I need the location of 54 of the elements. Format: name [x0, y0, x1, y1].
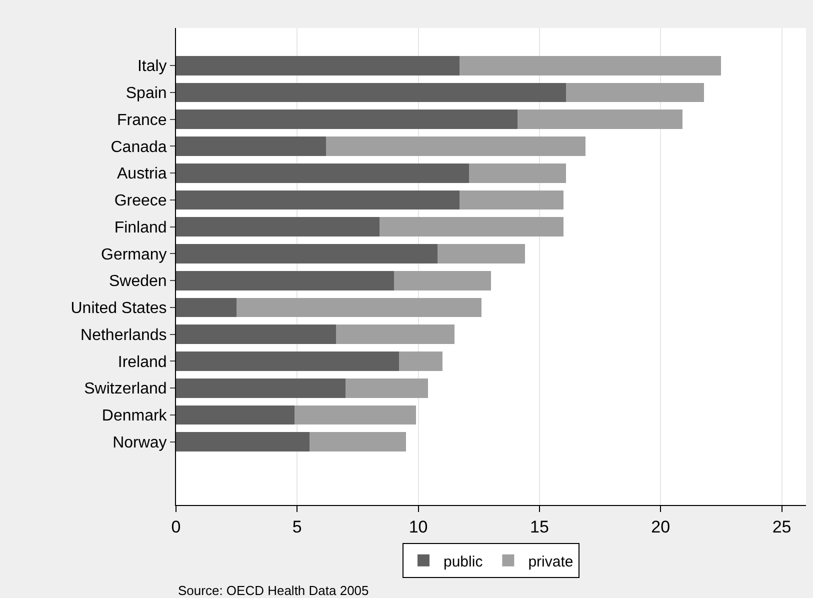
y-tick-label: Spain: [126, 85, 167, 102]
x-tick-label: 0: [171, 517, 181, 536]
source-note: Source: OECD Health Data 2005: [178, 583, 369, 598]
bar: [176, 56, 460, 76]
x-tick-label: 15: [530, 517, 549, 536]
bar: [176, 136, 326, 156]
y-tick-label: Austria: [117, 166, 167, 183]
bar: [469, 163, 566, 183]
y-tick-label: Greece: [114, 192, 167, 210]
bar: [176, 324, 336, 344]
legend-label: public: [444, 553, 484, 570]
bar: [394, 270, 491, 290]
bar: [566, 82, 704, 102]
bar: [236, 298, 482, 318]
bar: [176, 298, 237, 318]
bar: [438, 244, 525, 264]
bar: [309, 432, 406, 452]
bar: [176, 432, 310, 452]
y-tick-label: Norway: [112, 434, 167, 452]
y-tick-label: Denmark: [102, 408, 168, 425]
bar: [176, 82, 566, 102]
x-tick-label: 20: [651, 517, 670, 536]
y-tick-label: France: [117, 112, 167, 129]
x-tick-label: 5: [292, 517, 302, 536]
bar: [398, 352, 443, 371]
bar: [380, 217, 564, 237]
bar: [346, 378, 428, 398]
bar: [176, 163, 470, 183]
bar: [294, 405, 416, 425]
bar: [176, 352, 399, 371]
y-tick-label: Finland: [114, 219, 167, 236]
bar: [176, 270, 394, 290]
bar: [336, 324, 455, 344]
bar: [176, 405, 295, 425]
bar: [460, 190, 564, 210]
y-tick-label: Canada: [110, 138, 167, 156]
bar: [176, 190, 460, 210]
bar: [460, 56, 722, 76]
bar: [518, 110, 682, 130]
y-tick-label: Italy: [137, 58, 167, 76]
y-tick-label: Switzerland: [84, 380, 167, 398]
bar: [176, 217, 380, 237]
bar: [326, 136, 586, 156]
y-tick-label: Germany: [101, 246, 167, 264]
bar: [176, 378, 346, 398]
y-tick-label: Sweden: [108, 273, 167, 290]
y-tick-label: Netherlands: [80, 326, 167, 344]
bar: [176, 244, 438, 264]
x-tick-label: 10: [408, 517, 428, 536]
y-tick-label: Ireland: [118, 354, 167, 371]
y-tick-label: United States: [70, 300, 167, 318]
x-tick-label: 25: [772, 517, 792, 536]
legend-label: private: [528, 553, 574, 570]
bar: [176, 110, 518, 130]
